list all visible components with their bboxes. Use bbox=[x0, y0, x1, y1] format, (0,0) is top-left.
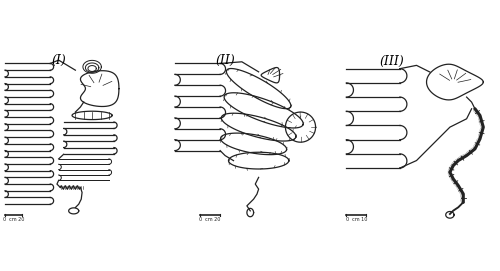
Text: (II): (II) bbox=[215, 54, 235, 67]
Text: (I): (I) bbox=[52, 54, 66, 67]
Text: 0  cm 20: 0 cm 20 bbox=[2, 217, 24, 222]
Text: (III): (III) bbox=[379, 54, 404, 67]
Text: 0  cm 20: 0 cm 20 bbox=[200, 217, 220, 222]
Text: 0  cm 10: 0 cm 10 bbox=[346, 217, 367, 222]
